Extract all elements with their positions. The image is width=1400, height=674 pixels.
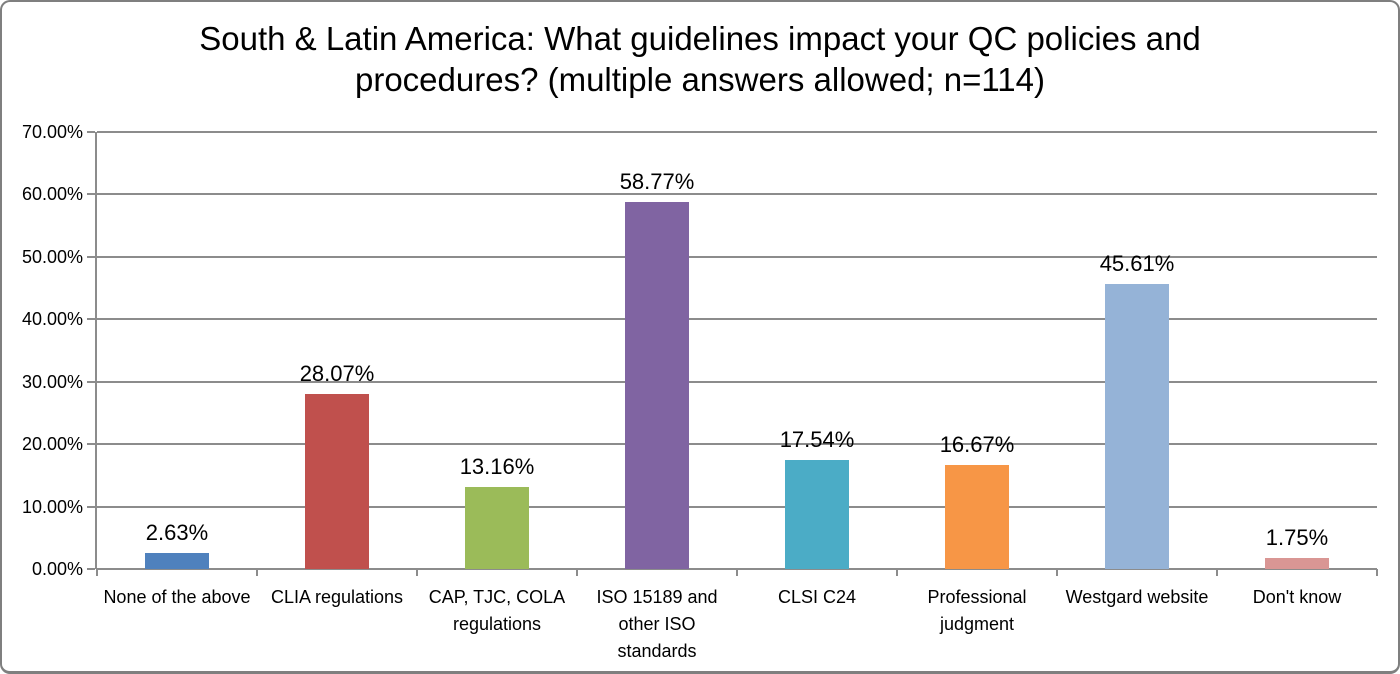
plot-area: 0.00% 10.00% 20.00% 30.00% 40.00% 50.00% 60.00… xyxy=(22,122,1378,661)
bar xyxy=(785,459,849,569)
category-label: ISO 15189 and other ISO standards xyxy=(596,587,718,661)
bar-value-label: 13.16% xyxy=(459,453,535,479)
bar-value-label: 1.75% xyxy=(1265,525,1329,551)
bar xyxy=(625,202,689,569)
category-label: Professional judgment xyxy=(927,587,1027,634)
y-tick-label: 60.00% xyxy=(21,184,83,205)
bar xyxy=(145,552,209,569)
bar xyxy=(465,486,529,569)
y-tick-label: 50.00% xyxy=(21,246,83,267)
chart-title: South & Latin America: What guidelines i… xyxy=(199,20,1201,98)
category-label: CLIA regulations xyxy=(270,587,404,607)
x-axis-tick xyxy=(576,569,578,576)
y-axis-tick xyxy=(87,131,95,133)
y-tick-label: 30.00% xyxy=(21,371,83,392)
y-tick-label: 0.00% xyxy=(31,559,83,579)
y-tick-label: 40.00% xyxy=(21,309,83,330)
bar-value-label: 16.67% xyxy=(939,431,1015,457)
y-tick-label: 70.00% xyxy=(21,122,83,142)
y-axis-tick xyxy=(87,193,95,196)
bar xyxy=(1105,284,1169,569)
x-axis-tick xyxy=(96,569,98,576)
category-label: Don't know xyxy=(1252,587,1342,607)
bar-value-label: 17.54% xyxy=(779,426,855,452)
x-axis-tick xyxy=(1216,569,1218,576)
bar-value-label: 45.61% xyxy=(1099,251,1175,277)
bar-value-label: 28.07% xyxy=(299,360,375,386)
y-axis-tick xyxy=(87,443,95,446)
x-axis-tick xyxy=(416,569,418,576)
gridline xyxy=(97,193,1377,196)
y-tick-label: 20.00% xyxy=(21,434,83,455)
bar-value-label: 58.77% xyxy=(619,169,695,195)
x-axis-tick xyxy=(896,569,898,576)
gridline xyxy=(97,443,1377,446)
gridline xyxy=(97,380,1377,383)
x-axis-tick xyxy=(1376,569,1378,576)
bar xyxy=(305,393,369,569)
y-axis-tick xyxy=(87,505,95,508)
y-axis-tick xyxy=(87,380,95,383)
category-label: CAP, TJC, COLA regulations xyxy=(428,587,566,634)
gridline xyxy=(97,505,1377,508)
x-axis-tick xyxy=(256,569,258,576)
y-tick-label: 10.00% xyxy=(21,496,83,517)
gridline xyxy=(97,131,1377,133)
y-axis-tick xyxy=(87,255,95,258)
bar xyxy=(945,464,1009,569)
category-label: CLSI C24 xyxy=(777,587,857,607)
category-label: None of the above xyxy=(103,587,251,607)
x-axis-tick xyxy=(736,569,738,576)
gridline xyxy=(97,318,1377,321)
y-axis-line xyxy=(95,132,97,569)
category-label: Westgard website xyxy=(1065,587,1209,607)
gridline xyxy=(97,255,1377,258)
y-axis-tick xyxy=(87,568,95,570)
bar-value-label: 2.63% xyxy=(145,519,209,545)
bar xyxy=(1265,558,1329,569)
y-axis-tick xyxy=(87,318,95,321)
x-axis-tick xyxy=(1056,569,1058,576)
